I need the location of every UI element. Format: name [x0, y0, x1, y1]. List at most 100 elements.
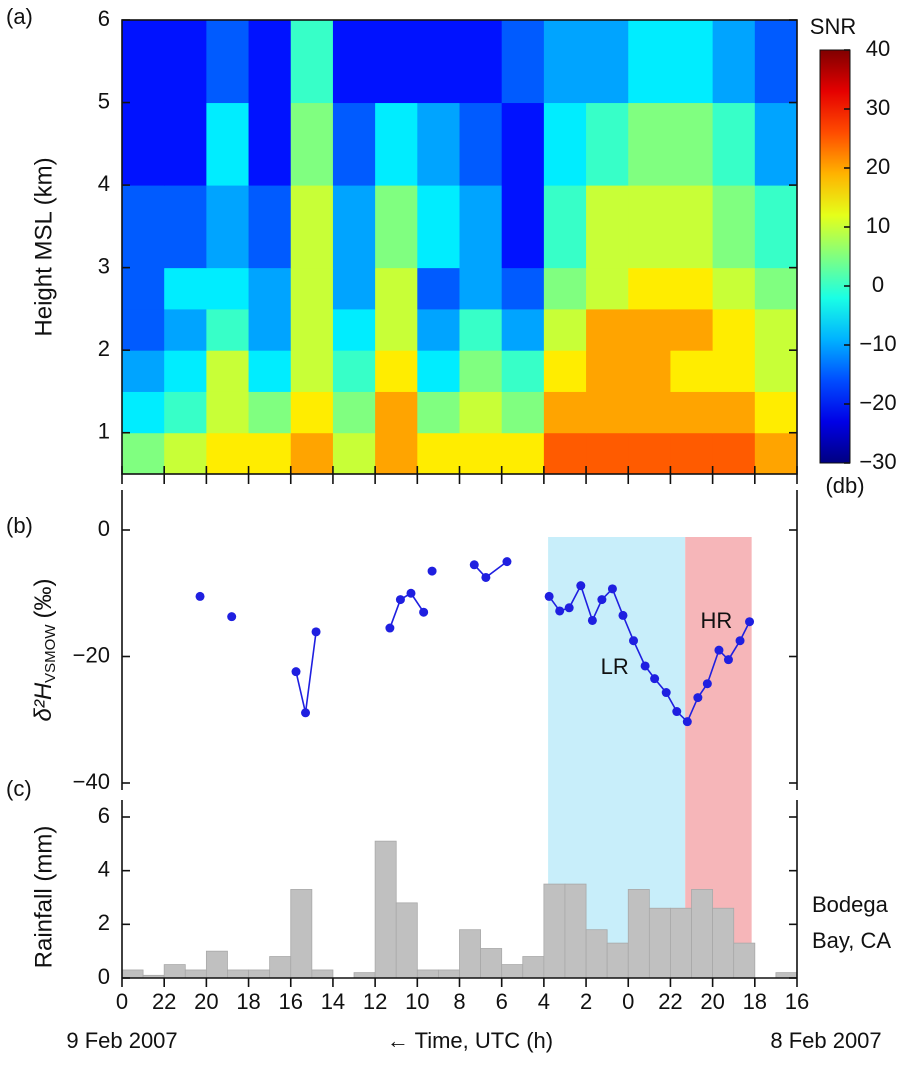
heatmap-cell: [248, 432, 292, 475]
heatmap-cell: [206, 102, 250, 186]
point: [291, 667, 301, 677]
point: [702, 679, 712, 689]
heatmap-cell: [754, 267, 798, 310]
y-axis-label-unit: (‰): [30, 579, 57, 619]
y-tick-label: 2: [98, 336, 110, 361]
heatmap-cell: [501, 185, 545, 269]
y-axis-label-main: δ²H: [30, 682, 57, 721]
heatmap-cell: [375, 350, 418, 392]
heatmap-cell: [712, 308, 756, 351]
bar: [227, 969, 249, 979]
heatmap-cell: [248, 267, 292, 310]
point: [576, 581, 586, 591]
x-tick-label: 0: [622, 989, 634, 1014]
x-tick-label: 16: [785, 989, 809, 1014]
y-axis-label: Height MSL (km): [30, 157, 57, 336]
heatmap-cell: [290, 391, 334, 434]
heatmap-cell: [459, 391, 503, 434]
heatmap-cell: [586, 350, 629, 392]
point: [301, 708, 311, 718]
heatmap-cell: [375, 308, 418, 351]
x-tick-label: 16: [279, 989, 303, 1014]
heatmap-cell: [670, 391, 714, 434]
colorbar-unit: (db): [825, 473, 864, 498]
bar: [374, 840, 397, 979]
point: [311, 627, 321, 637]
bar: [248, 969, 271, 979]
heatmap-cell: [122, 267, 165, 310]
y-axis-label-subscript: VSMOW: [42, 624, 59, 683]
bar: [564, 883, 587, 979]
heatmap-cell: [501, 102, 545, 186]
x-tick-label: 20: [700, 989, 724, 1014]
bar: [501, 964, 524, 979]
heatmap-cell: [290, 102, 334, 186]
y-tick-label: −20: [73, 642, 110, 667]
heatmap-cell: [332, 432, 376, 475]
heatmap-cell: [670, 185, 714, 269]
heatmap-cell: [248, 20, 292, 104]
heatmap-cell: [122, 350, 165, 392]
heatmap-cell: [290, 20, 334, 104]
x-tick-label: 10: [405, 989, 429, 1014]
heatmap-cell: [586, 185, 629, 269]
heatmap-cell: [543, 20, 587, 104]
heatmap-cell: [332, 350, 376, 392]
point: [469, 560, 479, 570]
heatmap-cell: [628, 185, 671, 269]
line: [473, 560, 508, 579]
point: [640, 661, 650, 671]
heatmap-cell: [628, 391, 671, 434]
y-tick-label: 6: [98, 6, 110, 31]
point: [555, 606, 565, 616]
point: [650, 674, 660, 684]
heatmap-cell: [501, 432, 545, 475]
heatmap-cell: [670, 102, 714, 186]
colorbar-tick-label: 40: [866, 36, 890, 61]
bar: [522, 956, 545, 979]
heatmap-cell: [164, 102, 207, 186]
y-tick-label: 0: [98, 516, 110, 541]
x-tick-label: 20: [194, 989, 218, 1014]
point: [661, 688, 671, 698]
heatmap-cell: [459, 308, 503, 351]
heatmap-cell: [206, 20, 250, 104]
bar: [205, 950, 228, 979]
point: [682, 717, 692, 727]
heatmap-cell: [754, 432, 798, 475]
bar: [733, 942, 756, 979]
heatmap-cell: [375, 391, 418, 434]
heatmap-cell: [628, 308, 671, 351]
heatmap-cell: [164, 391, 207, 434]
heatmap-cell: [375, 432, 418, 475]
point: [629, 636, 639, 646]
point: [735, 636, 745, 646]
point: [618, 610, 628, 620]
heatmap-cell: [754, 20, 798, 104]
heatmap-cell: [164, 267, 207, 310]
bar: [606, 942, 629, 979]
heatmap-cell: [164, 20, 207, 104]
panel-label: (c): [6, 776, 32, 801]
heatmap-cell: [670, 350, 714, 392]
heatmap-cell: [248, 308, 292, 351]
heatmap-cell: [290, 350, 334, 392]
heatmap-cell: [206, 308, 250, 351]
heatmap-cell: [122, 308, 165, 351]
point: [419, 607, 429, 617]
heatmap-cell: [459, 20, 503, 104]
heatmap-cell: [586, 391, 629, 434]
heatmap-cell: [543, 267, 587, 310]
line: [548, 583, 751, 724]
x-end-label: 8 Feb 2007: [770, 1028, 881, 1053]
panel-label: (a): [6, 4, 33, 29]
bar: [712, 907, 735, 979]
heatmap-cell: [375, 102, 418, 186]
heatmap-cell: [586, 308, 629, 351]
heatmap-cell: [164, 350, 207, 392]
heatmap-cell: [586, 267, 629, 310]
heatmap-cell: [670, 20, 714, 104]
bar: [311, 969, 334, 979]
colorbar-tick-label: −10: [859, 331, 896, 356]
bar: [480, 948, 503, 979]
